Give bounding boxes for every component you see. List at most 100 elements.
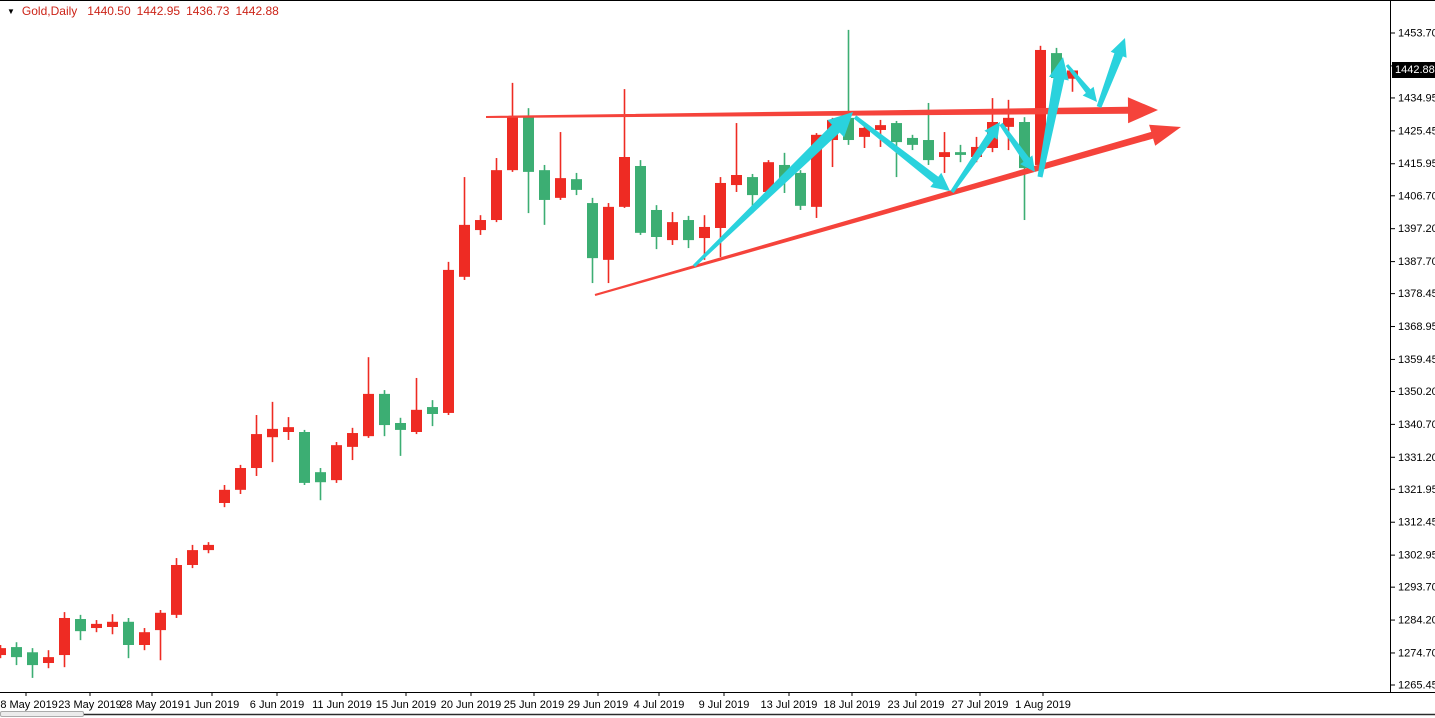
current-price-value: 1442.88 (1395, 64, 1435, 77)
quote-high: 1442.95 (136, 4, 181, 18)
date-label: 25 Jun 2019 (504, 699, 565, 711)
candle-body (251, 434, 262, 469)
price-label: 1359.45 (1398, 354, 1435, 366)
pullback-down-arrow[interactable] (853, 115, 950, 191)
date-label: 20 Jun 2019 (441, 699, 502, 711)
dip-down-arrow[interactable] (999, 122, 1035, 172)
candle-body (235, 468, 246, 490)
date-label: 18 Jul 2019 (824, 699, 881, 711)
candle-body (795, 172, 806, 206)
resistance-trendline-arrow[interactable] (486, 97, 1158, 124)
date-label: 18 May 2019 (0, 699, 58, 711)
candle-body (507, 117, 518, 171)
price-label: 1387.70 (1398, 256, 1435, 268)
candle-body (379, 393, 390, 426)
horizontal-scrollbar-thumb[interactable] (0, 711, 84, 717)
date-label: 4 Jul 2019 (634, 699, 685, 711)
collapse-icon[interactable]: ▼ (7, 6, 15, 16)
candle-body (859, 127, 870, 137)
candle-body (747, 177, 758, 196)
candle-body (0, 648, 6, 656)
symbol-period-label: Gold,Daily (21, 4, 78, 18)
price-label: 1368.95 (1398, 321, 1435, 333)
candle-body (843, 117, 854, 141)
price-label: 1321.95 (1398, 484, 1435, 496)
candle-body (27, 652, 38, 666)
candle-body (491, 170, 502, 221)
candle-body (635, 165, 646, 233)
retrace-down-arrow[interactable] (1065, 64, 1097, 102)
candle-body (811, 134, 822, 207)
candle-body (1035, 49, 1046, 165)
quote-close: 1442.88 (235, 4, 279, 18)
date-label: 9 Jul 2019 (699, 699, 750, 711)
date-label: 1 Aug 2019 (1015, 699, 1071, 711)
candle-body (891, 123, 902, 143)
price-label: 1274.70 (1398, 647, 1435, 659)
date-label: 23 May 2019 (58, 699, 122, 711)
candle-body (603, 206, 614, 260)
candle-body (651, 209, 662, 238)
candle-body (283, 427, 294, 432)
rally-up-arrow[interactable] (1037, 57, 1069, 178)
price-label: 1293.70 (1398, 582, 1435, 594)
price-label: 1406.70 (1398, 190, 1435, 202)
impulse-up-arrow[interactable] (693, 112, 853, 268)
candle-body (1003, 117, 1014, 127)
bounce-up-arrow[interactable] (950, 122, 1000, 194)
candle-body (443, 269, 454, 413)
candle-body (779, 164, 790, 179)
price-label: 1340.70 (1398, 419, 1435, 431)
price-label: 1434.95 (1398, 92, 1435, 104)
candle-body (395, 422, 406, 430)
date-label: 28 May 2019 (120, 699, 184, 711)
candle-body (123, 621, 134, 646)
candle-body (59, 617, 70, 656)
candle-body (619, 156, 630, 207)
candle-body (555, 178, 566, 198)
candle-body (1051, 53, 1062, 79)
candle-body (155, 612, 166, 631)
price-label: 1350.20 (1398, 386, 1435, 398)
date-label: 23 Jul 2019 (888, 699, 945, 711)
candle-body (331, 445, 342, 481)
rising-support-trendline-arrow[interactable] (594, 124, 1181, 296)
candle-body (203, 544, 214, 551)
price-label: 1265.45 (1398, 680, 1435, 692)
candle-body (347, 433, 358, 447)
current-price-tag: 1442.88 (1392, 62, 1435, 79)
price-label: 1397.20 (1398, 223, 1435, 235)
chart-header: ▼ Gold,Daily 1440.50 1442.95 1436.73 144… (7, 4, 285, 18)
candle-body (683, 220, 694, 241)
candle-body (731, 175, 742, 186)
candle-body (763, 162, 774, 192)
date-label: 11 Jun 2019 (312, 699, 372, 711)
candle-body (539, 170, 550, 200)
candle-body (1019, 122, 1030, 169)
candle-body (955, 152, 966, 155)
candle-body (699, 226, 710, 239)
candle-body (139, 632, 150, 646)
candle-body (411, 409, 422, 432)
candle-body (459, 224, 470, 277)
candle-body (43, 657, 54, 664)
candle-body (907, 137, 918, 145)
price-label: 1378.45 (1398, 288, 1435, 300)
candle-body (923, 140, 934, 161)
candle-body (667, 222, 678, 241)
date-label: 13 Jul 2019 (761, 699, 818, 711)
price-label: 1284.20 (1398, 615, 1435, 627)
breakout-up-arrow[interactable] (1096, 38, 1127, 108)
candle-body (523, 116, 534, 172)
candle-body (315, 472, 326, 483)
candle-body (363, 393, 374, 437)
candle-body (875, 125, 886, 130)
price-label: 1302.95 (1398, 550, 1435, 562)
candle-body (939, 152, 950, 157)
candle-body (11, 647, 22, 658)
price-label: 1331.20 (1398, 452, 1435, 464)
candle-body (587, 203, 598, 259)
candle-body (219, 489, 230, 503)
price-label: 1312.45 (1398, 517, 1435, 529)
